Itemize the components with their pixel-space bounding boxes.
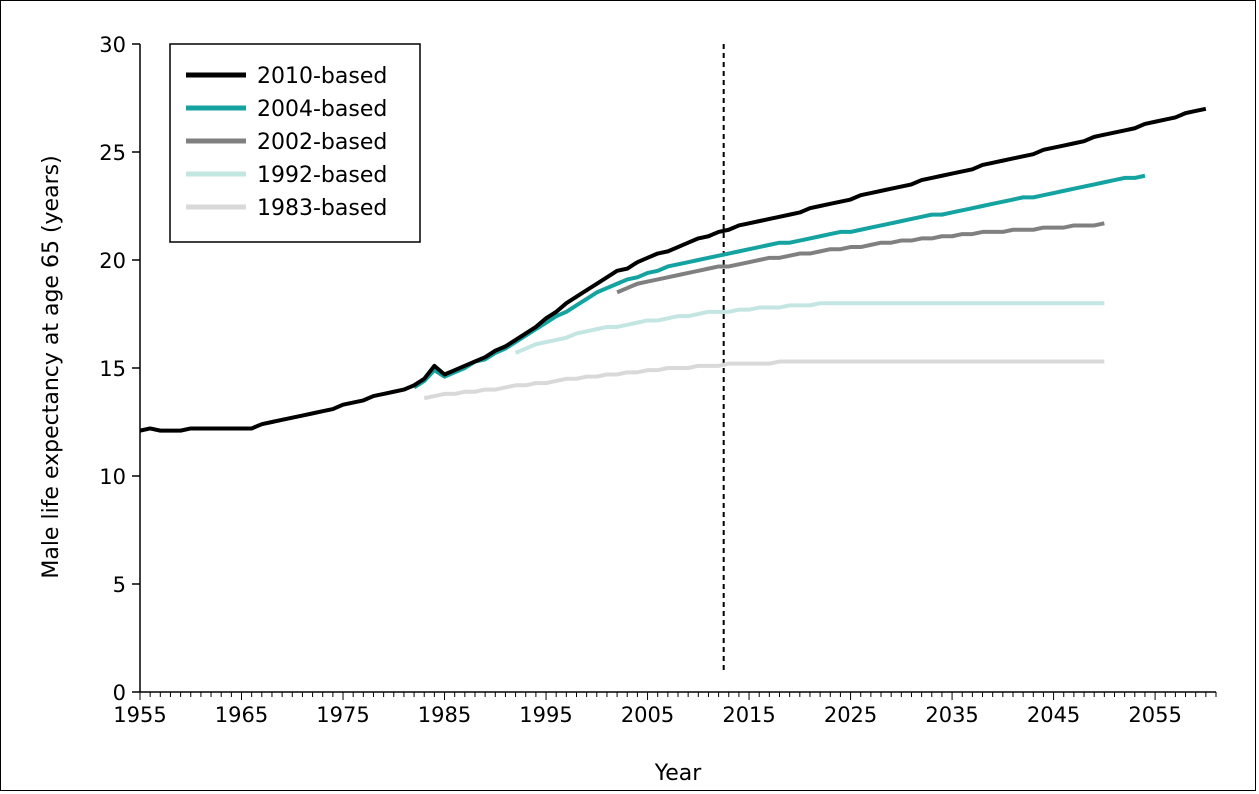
- y-axis-title: Male life expectancy at age 65 (years): [39, 155, 64, 578]
- y-tick-label: 5: [113, 573, 126, 597]
- x-tick-label: 2035: [925, 703, 978, 727]
- legend-label-1983-based: 1983-based: [257, 196, 387, 221]
- y-tick-label: 10: [99, 465, 126, 489]
- series-line-2010-based: [139, 106, 1207, 433]
- legend: 2010-based 2004-based 2002-based 1992-based…: [169, 43, 421, 243]
- y-tick-label: 25: [99, 141, 126, 165]
- legend-label-2002-based: 2002-based: [257, 130, 387, 155]
- series-layer: [139, 106, 1207, 433]
- y-tick-label: 0: [113, 681, 126, 705]
- x-tick-label: 2005: [621, 703, 674, 727]
- legend-label-2004-based: 2004-based: [257, 97, 387, 122]
- series-line-2004-based: [413, 173, 1146, 390]
- series-line-2002-based: [616, 221, 1105, 295]
- x-tick-label: 1965: [215, 703, 268, 727]
- legend-label-2010-based: 2010-based: [257, 64, 387, 89]
- x-tick-label: 1985: [418, 703, 471, 727]
- legend-label-1992-based: 1992-based: [257, 163, 387, 188]
- x-tick-label: 2055: [1128, 703, 1181, 727]
- x-tick-label: 2015: [722, 703, 775, 727]
- x-tick-label: 1975: [316, 703, 369, 727]
- x-axis-title: Year: [654, 761, 703, 786]
- y-tick-label: 30: [99, 33, 126, 57]
- series-line-1992-based: [514, 301, 1105, 355]
- x-tick-label: 1955: [113, 703, 166, 727]
- x-tick-label: 2045: [1027, 703, 1080, 727]
- x-tick-label: 1995: [519, 703, 572, 727]
- y-tick-label: 15: [99, 357, 126, 381]
- series-line-1983-based: [423, 359, 1105, 401]
- y-tick-label: 20: [99, 249, 126, 273]
- x-tick-label: 2025: [824, 703, 877, 727]
